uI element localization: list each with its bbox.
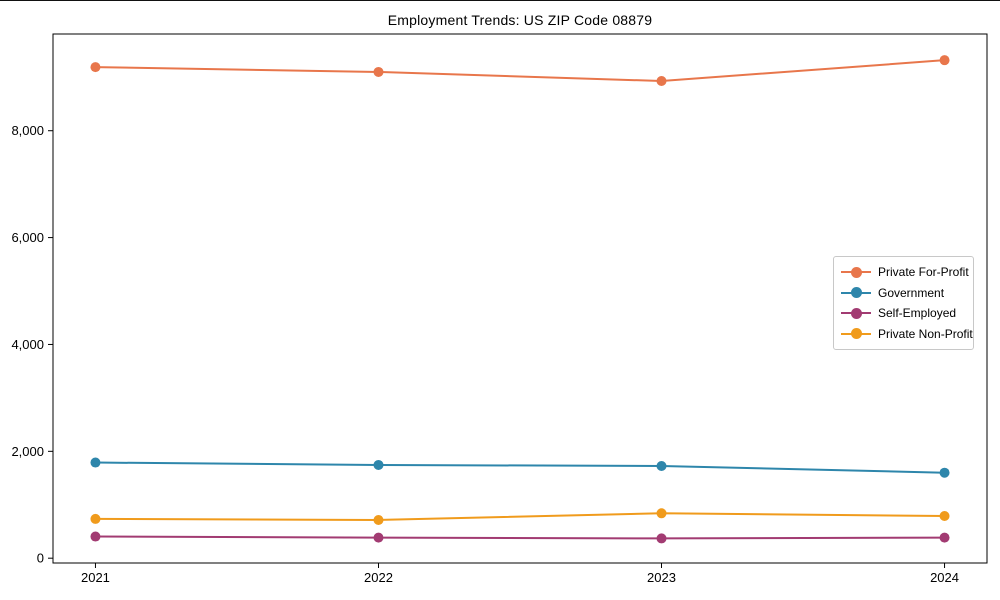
series-line-private-non-profit xyxy=(94,512,946,521)
data-point-private-non-profit xyxy=(90,513,101,524)
data-point-private-for-profit xyxy=(90,62,101,73)
legend-item-government: Government xyxy=(841,283,966,304)
data-point-self-employed xyxy=(939,532,950,543)
data-point-government xyxy=(656,461,667,472)
y-tick-label: 4,000 xyxy=(11,337,44,352)
legend: Private For-Profit Government Self-Employe… xyxy=(833,256,974,350)
data-point-private-for-profit xyxy=(656,76,667,87)
legend-dot xyxy=(850,307,862,319)
legend-dot xyxy=(850,328,862,340)
y-tick-label: 8,000 xyxy=(11,123,44,138)
data-point-private-non-profit xyxy=(373,514,384,525)
series-line-government xyxy=(94,461,946,474)
legend-dot xyxy=(850,266,862,278)
legend-line-marker-icon xyxy=(841,266,871,278)
series-line-private-for-profit xyxy=(94,59,946,83)
data-point-self-employed xyxy=(373,532,384,543)
y-tick-label: 2,000 xyxy=(11,444,44,459)
legend-line-marker-icon xyxy=(841,328,871,340)
x-tick-label: 2022 xyxy=(364,570,393,585)
data-point-government xyxy=(939,467,950,478)
x-tick-label: 2023 xyxy=(647,570,676,585)
legend-item-private-for-profit: Private For-Profit xyxy=(841,262,969,283)
legend-label: Private Non-Profit xyxy=(878,326,973,341)
data-point-government xyxy=(373,459,384,470)
data-point-private-for-profit xyxy=(939,55,950,66)
y-tick-label: 6,000 xyxy=(11,230,44,245)
data-point-self-employed xyxy=(90,531,101,542)
data-point-private-non-profit xyxy=(656,508,667,519)
chart-title: Employment Trends: US ZIP Code 08879 xyxy=(387,12,653,28)
data-point-government xyxy=(90,457,101,468)
legend-line-marker-icon xyxy=(841,287,871,299)
data-point-private-for-profit xyxy=(373,66,384,77)
plot-border xyxy=(52,33,988,564)
x-tick-label: 2021 xyxy=(81,570,110,585)
legend-line-marker-icon xyxy=(841,307,871,319)
x-tick-label: 2024 xyxy=(930,570,959,585)
data-point-self-employed xyxy=(656,533,667,544)
legend-dot xyxy=(850,287,862,299)
legend-label: Self-Employed xyxy=(878,306,957,321)
data-point-private-non-profit xyxy=(939,510,950,521)
legend-item-self-employed: Self-Employed xyxy=(841,303,966,324)
legend-label: Private For-Profit xyxy=(878,265,969,280)
legend-item-private-non-profit: Private Non-Profit xyxy=(841,324,973,345)
y-tick-label: 0 xyxy=(37,551,44,566)
series-line-self-employed xyxy=(94,535,946,540)
legend-label: Government xyxy=(878,285,945,300)
